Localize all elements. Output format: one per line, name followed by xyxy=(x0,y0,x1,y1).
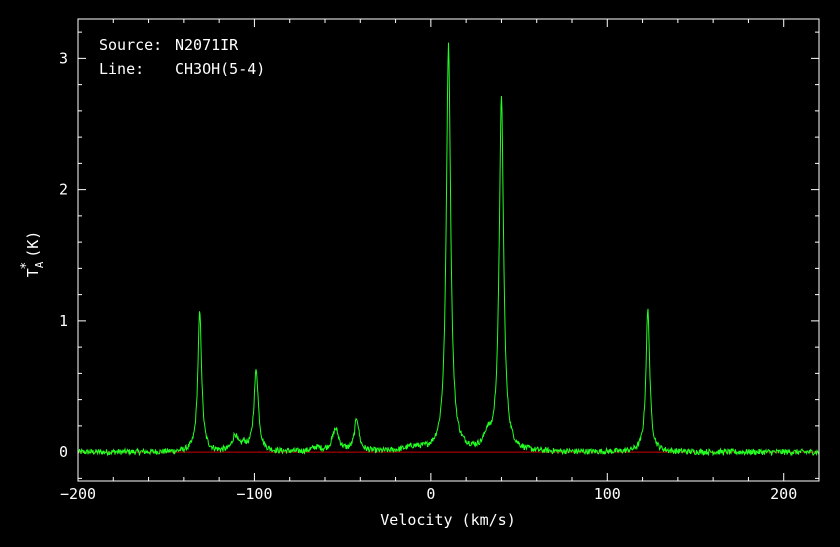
svg-text:TA*(K): TA* (K) xyxy=(19,231,46,278)
x-axis-title: Velocity (km/s) xyxy=(380,511,515,529)
spectrum-line xyxy=(77,42,820,457)
y-axis-title: TA* (K) xyxy=(19,231,46,278)
source-label: Source: xyxy=(99,36,162,54)
y-tick-label: 3 xyxy=(59,49,68,67)
y-axis-title-sup: * xyxy=(19,262,34,270)
x-tick-label: 100 xyxy=(594,485,621,503)
x-tick-label: −100 xyxy=(236,485,272,503)
minor-ticks xyxy=(78,19,820,481)
line-label: Line: xyxy=(99,60,144,78)
y-tick-label: 1 xyxy=(59,312,68,330)
major-ticks xyxy=(77,19,819,481)
y-axis-title-unit: (K) xyxy=(24,231,42,258)
y-axis-title-sub: A xyxy=(33,261,46,268)
y-tick-label: 0 xyxy=(59,443,68,461)
plot-frame xyxy=(77,18,820,482)
tick-labels: −200 −100 0 100 200 0 1 2 3 xyxy=(59,49,797,503)
x-tick-label: 200 xyxy=(770,485,797,503)
source-value: N2071IR xyxy=(175,36,239,54)
line-value: CH3OH(5-4) xyxy=(175,60,265,78)
y-tick-label: 2 xyxy=(59,181,68,199)
y-axis-title-main: T xyxy=(24,268,42,277)
x-tick-label: 0 xyxy=(426,485,435,503)
x-tick-label: −200 xyxy=(60,485,96,503)
